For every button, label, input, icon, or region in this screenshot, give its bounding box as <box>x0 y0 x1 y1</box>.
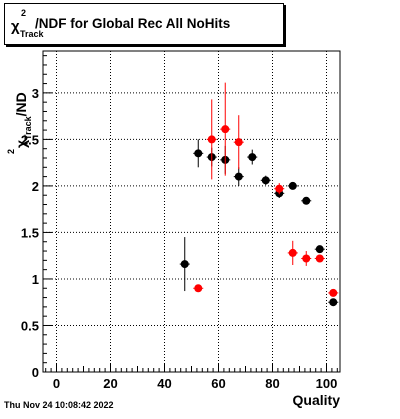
y-tick-label: 0 <box>32 365 39 380</box>
svg-text:χTrack/ND: χTrack/ND <box>13 92 33 148</box>
data-point <box>180 260 189 269</box>
title-symbol: χ <box>11 18 20 35</box>
data-point <box>275 184 284 193</box>
y-tick-label: 1.5 <box>21 225 39 240</box>
x-tick-label: 0 <box>53 376 60 391</box>
y-axis-label-sub: Track <box>23 115 33 140</box>
x-tick-label: 20 <box>103 376 117 391</box>
data-point <box>315 245 324 254</box>
y-tick-label: 2.5 <box>21 132 39 147</box>
data-point <box>207 135 216 144</box>
x-axis-label: Quality <box>293 392 341 408</box>
data-point <box>288 248 297 257</box>
data-point <box>329 298 338 307</box>
data-point <box>194 284 203 293</box>
y-axis-label-sup: 2 <box>6 149 16 154</box>
data-point <box>194 149 203 158</box>
y-tick-label: 0.5 <box>21 318 39 333</box>
x-tick-label: 60 <box>211 376 225 391</box>
y-axis-label: χTrack/ND 2 <box>6 92 33 154</box>
data-point <box>302 196 311 205</box>
data-point <box>248 153 257 162</box>
timestamp: Thu Nov 24 10:08:42 2022 <box>4 400 114 410</box>
axis-ticks: 0 20 40 60 80 100 0 0.5 1 1.5 2 2.5 3 <box>21 55 338 391</box>
title-subscript: Track <box>20 29 44 39</box>
y-axis-label-symbol: χ <box>13 140 29 148</box>
data-point <box>315 254 324 263</box>
data-point <box>234 138 243 147</box>
data-points <box>179 82 339 307</box>
y-tick-label: 1 <box>32 272 39 287</box>
data-point <box>302 254 311 263</box>
x-tick-label: 40 <box>157 376 171 391</box>
title-superscript: 2 <box>21 8 27 18</box>
data-point <box>221 125 230 134</box>
data-point <box>234 172 243 181</box>
y-axis-label-suffix: /ND <box>13 92 29 116</box>
y-tick-label: 3 <box>32 86 39 101</box>
title-box: χ 2 Track /NDF for Global Rec All NoHits <box>4 3 284 45</box>
data-point <box>288 181 297 190</box>
plot-frame <box>42 50 341 373</box>
chart-title: /NDF for Global Rec All NoHits <box>35 16 231 31</box>
x-tick-label: 80 <box>265 376 279 391</box>
data-point <box>329 288 338 297</box>
y-tick-label: 2 <box>32 179 39 194</box>
data-point <box>261 176 270 185</box>
grid <box>43 51 340 372</box>
x-tick-label: 100 <box>316 376 338 391</box>
